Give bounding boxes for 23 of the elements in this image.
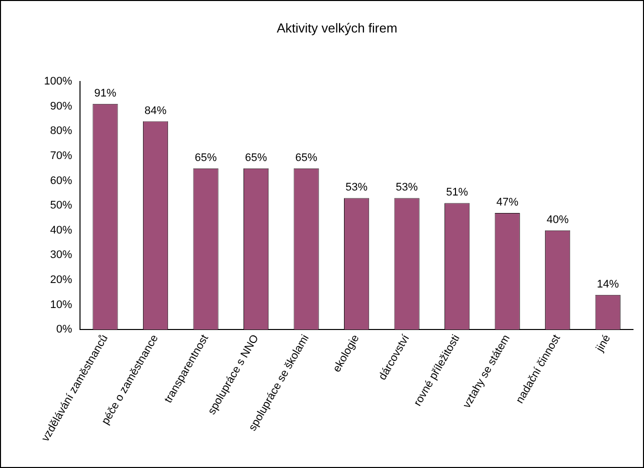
y-tick-label: 0% [56,324,72,336]
y-tick-label: 20% [50,274,72,286]
data-label: 53% [346,182,368,194]
y-tick-label: 60% [50,174,72,187]
y-tick-label: 70% [50,150,72,162]
data-label: 40% [546,214,569,226]
data-label: 47% [496,196,519,209]
data-label: 91% [94,87,116,100]
y-tick-label: 30% [50,249,72,262]
data-label: 53% [396,182,418,194]
data-label: 65% [194,152,218,164]
data-label: 51% [446,186,468,199]
y-tick-label: 80% [50,125,72,138]
data-label: 65% [245,152,268,164]
y-tick-label: 40% [50,224,72,236]
y-tick-label: 50% [50,200,72,212]
data-label: 14% [596,278,620,290]
y-tick-label: 90% [50,100,72,112]
y-tick-label: 100% [44,76,72,88]
y-tick-label: 10% [50,298,72,311]
data-label: 65% [295,152,318,164]
data-label: 84% [144,104,167,117]
chart-title: Aktivity velkých firem [276,20,398,36]
